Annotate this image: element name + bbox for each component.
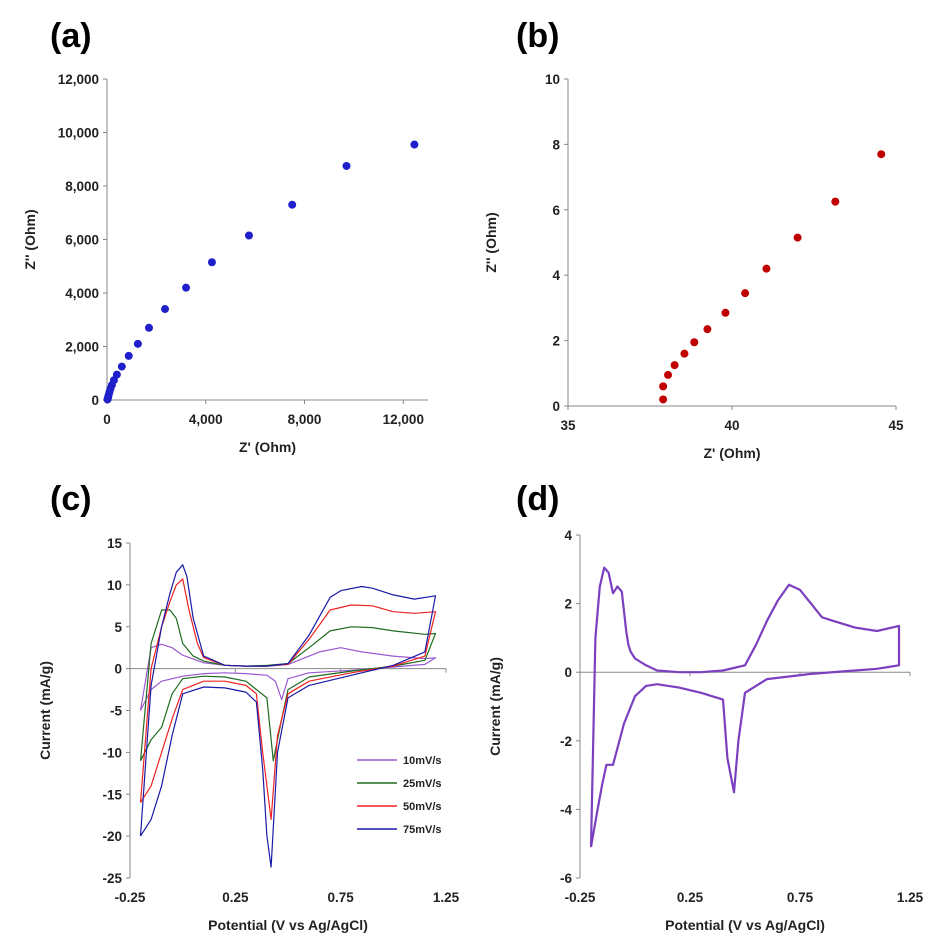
legend-entry: 75mV/s (403, 824, 442, 836)
cv-curve-cv (589, 566, 901, 848)
data-point (117, 362, 126, 371)
data-point (182, 283, 191, 292)
y-axis-label: Z'' (Ohm) (22, 209, 38, 269)
x-axis-label: Potential (V vs Ag/AgCl) (208, 917, 368, 933)
y-tick-label: -10 (102, 745, 122, 760)
y-tick-label: 10 (107, 578, 122, 593)
data-point (124, 351, 133, 360)
panel-label-d: (d) (516, 480, 559, 518)
data-point (112, 370, 121, 379)
data-point (877, 150, 886, 159)
x-tick-label: 0.25 (222, 890, 249, 905)
panel-label-a: (a) (50, 17, 92, 55)
y-axis-label: Z'' (Ohm) (483, 212, 499, 272)
y-tick-label: -15 (102, 787, 122, 802)
cv-curve-10mvs (139, 643, 437, 711)
data-point (144, 323, 153, 332)
x-tick-label: 45 (888, 418, 904, 433)
y-tick-label: 12,000 (58, 72, 99, 87)
x-tick-label: 12,000 (383, 412, 424, 427)
x-axis-label: Z' (Ohm) (704, 445, 761, 461)
cv-curve-75mvs (139, 564, 437, 868)
data-point (721, 308, 730, 317)
x-tick-label: 40 (724, 418, 739, 433)
data-point (670, 361, 679, 370)
x-tick-label: 0 (103, 412, 111, 427)
data-point (161, 305, 170, 314)
x-tick-label: 0.25 (677, 890, 704, 905)
data-point (342, 161, 351, 170)
y-tick-label: 6 (552, 203, 560, 218)
data-point (244, 231, 253, 240)
data-point (690, 338, 699, 347)
data-point (741, 289, 750, 298)
y-tick-label: -20 (102, 829, 122, 844)
x-tick-label: 8,000 (288, 412, 322, 427)
y-tick-label: -4 (560, 802, 572, 817)
data-point (659, 395, 668, 404)
cv-curve-25mvs (139, 609, 437, 762)
data-point (410, 140, 419, 149)
data-point (207, 258, 216, 267)
data-point (288, 200, 297, 209)
data-point (793, 233, 802, 242)
panel-label-c: (c) (50, 480, 92, 518)
x-tick-label: 4,000 (189, 412, 223, 427)
y-tick-label: -2 (560, 734, 572, 749)
y-tick-label: 6,000 (65, 233, 99, 248)
chart-b-eis-zoom: 0 2 4 6 8 10 35 40 45 Z' (Ohm) Z'' (Ohm) (483, 72, 904, 461)
y-tick-label: 0 (114, 662, 122, 677)
chart-d-cv: -6 -4 -2 0 2 4 -0.25 0.25 0.75 1.25 Potential (V v… (487, 528, 924, 933)
cv-curve-50mvs (139, 578, 437, 821)
legend-entry: 50mV/s (403, 801, 442, 813)
legend-entry: 25mV/s (403, 778, 442, 790)
data-point (762, 264, 771, 273)
y-tick-label: -25 (102, 871, 122, 886)
y-tick-label: 0 (91, 393, 99, 408)
x-tick-label: 1.25 (433, 890, 460, 905)
x-axis-label: Z' (Ohm) (239, 439, 296, 455)
panel-label-b: (b) (516, 17, 559, 55)
x-tick-label: 0.75 (328, 890, 355, 905)
data-point (133, 339, 142, 348)
x-tick-label: -0.25 (565, 890, 596, 905)
chart-c-cv-scan-rates: -25 -20 -15 -10 -5 0 5 10 15 -0.25 0.25 0.75 1.25 Pot… (37, 536, 460, 933)
x-tick-label: 35 (560, 418, 576, 433)
x-tick-label: 0.75 (787, 890, 814, 905)
y-tick-label: 10,000 (58, 126, 99, 141)
y-tick-label: 8,000 (65, 179, 99, 194)
data-point (703, 325, 712, 334)
data-point (664, 370, 673, 379)
y-tick-label: -5 (110, 704, 122, 719)
y-tick-label: 4,000 (65, 286, 99, 301)
y-tick-label: 2 (552, 334, 560, 349)
y-tick-label: 4 (552, 268, 560, 283)
y-axis-label: Current (mA/g) (487, 657, 503, 756)
data-point (831, 197, 840, 206)
x-tick-label: 1.25 (897, 890, 924, 905)
y-tick-label: 15 (107, 536, 123, 551)
y-tick-label: 2 (564, 597, 572, 612)
data-point (680, 349, 689, 358)
y-tick-label: 8 (552, 137, 560, 152)
y-tick-label: 5 (114, 620, 122, 635)
y-tick-label: -6 (560, 871, 572, 886)
y-axis-label: Current (mA/g) (37, 661, 53, 760)
y-tick-label: 10 (545, 72, 560, 87)
y-tick-label: 4 (564, 528, 572, 543)
y-tick-label: 2,000 (65, 340, 99, 355)
y-tick-label: 0 (552, 399, 560, 414)
data-point (659, 382, 668, 391)
x-tick-label: -0.25 (115, 890, 146, 905)
y-tick-label: 0 (564, 665, 572, 680)
x-axis-label: Potential (V vs Ag/AgCl) (665, 917, 825, 933)
chart-a-eis: 0 2,000 4,000 6,000 8,000 10,000 12,000 0 4,000 8… (22, 72, 428, 455)
legend-entry: 10mV/s (403, 755, 442, 767)
